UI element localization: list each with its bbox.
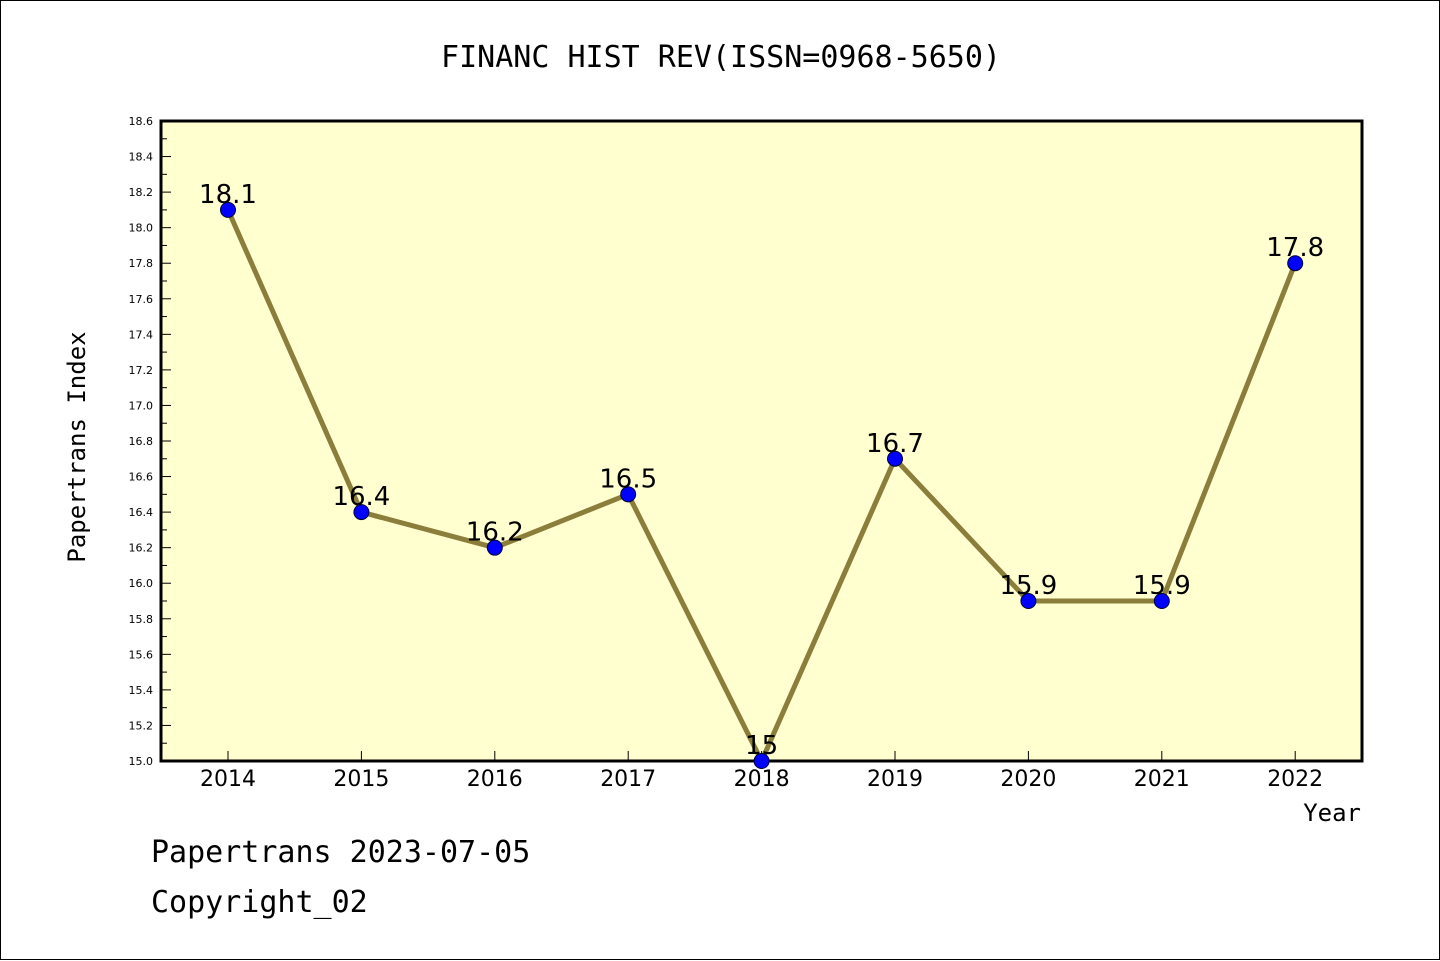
y-tick-label: 15.4 [129,684,154,697]
data-label: 16.7 [866,429,924,459]
data-label: 17.8 [1266,233,1324,263]
x-tick-label: 2014 [200,767,256,792]
x-tick-label: 2016 [467,767,523,792]
x-tick-label: 2019 [867,767,923,792]
footer-date: Papertrans 2023-07-05 [151,835,531,870]
data-point [753,753,770,769]
y-tick-label: 18.0 [129,222,154,235]
x-tick-label: 2018 [734,767,790,792]
footer-copyright: Copyright_02 [151,885,368,920]
y-tick-label: 15.6 [129,648,154,661]
y-tick-label: 15.8 [129,613,154,626]
y-tick-label: 18.4 [129,151,154,164]
y-tick-label: 18.6 [129,115,154,128]
y-axis: 15.0 15.2 15.4 15.6 15.8 16.0 16.2 16.4 16.6 16.8… [129,115,171,768]
x-tick-label: 2022 [1267,767,1323,792]
chart-title: FINANC HIST REV(ISSN=0968-5650) [441,40,1001,75]
data-label: 16.5 [599,464,657,494]
plot-area [159,119,1364,763]
data-point [486,539,503,556]
y-tick-label: 16.2 [129,542,154,555]
data-point [1287,255,1304,272]
y-tick-label: 17.0 [129,399,154,412]
y-axis-label: Papertrans Index [63,331,91,562]
y-tick-label: 17.2 [129,364,154,377]
y-tick-label: 16.6 [129,471,154,484]
data-point [620,486,637,503]
y-tick-label: 15.0 [129,755,154,768]
data-label: 16.4 [332,482,390,512]
data-label: 15.9 [999,571,1057,601]
x-tick-label: 2017 [600,767,656,792]
y-tick-label: 18.2 [129,186,154,199]
data-label: 18.1 [199,180,257,210]
data-label: 16.2 [466,518,524,548]
y-tick-label: 16.8 [129,435,154,448]
data-point [1020,593,1037,609]
data-label: 15 [745,731,778,761]
y-tick-label: 16.4 [129,506,154,519]
x-tick-label: 2020 [1000,767,1056,792]
x-axis: 2014 2015 2016 2017 2018 2019 2020 2021 2022 [200,751,1323,792]
y-tick-label: 15.2 [129,719,154,732]
data-point [220,201,236,218]
x-tick-label: 2015 [333,767,389,792]
data-point [1153,593,1170,609]
x-axis-label: Year [1303,799,1361,827]
y-tick-label: 17.8 [129,257,154,270]
series-layer: 18.1 16.4 16.2 16.5 15 16.7 15.9 15.9 17.8 [199,180,1324,769]
y-tick-label: 17.4 [129,328,154,341]
data-point [887,450,903,467]
x-tick-label: 2021 [1134,767,1190,792]
y-tick-label: 17.6 [129,293,154,306]
y-tick-label: 16.0 [129,577,154,590]
data-point [353,504,370,521]
data-label: 15.9 [1133,571,1191,601]
